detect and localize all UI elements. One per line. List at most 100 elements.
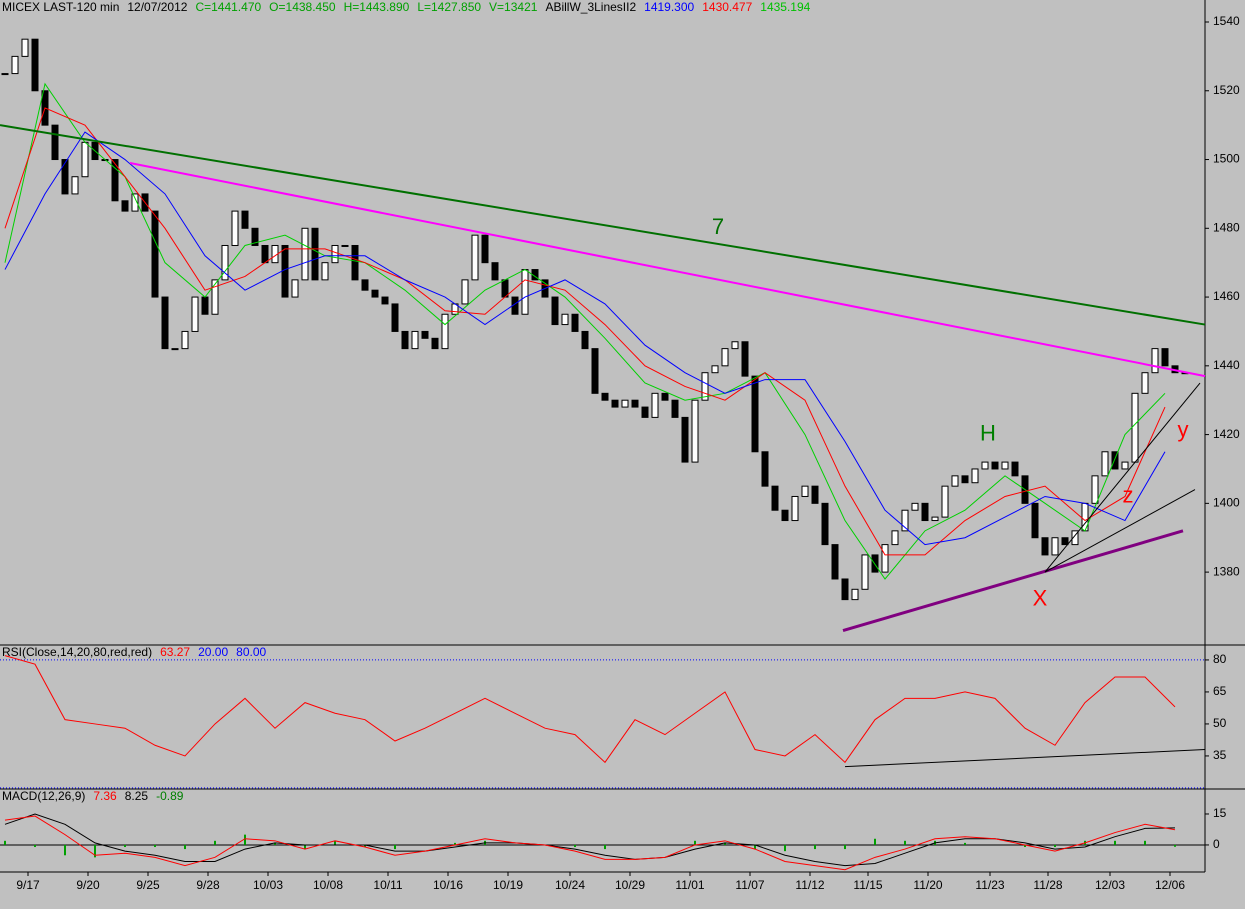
candle — [791, 495, 799, 522]
candle — [721, 348, 729, 367]
candle — [1071, 530, 1079, 546]
candle — [441, 313, 449, 350]
candle — [181, 330, 189, 350]
indicator-line — [4, 131, 1166, 546]
candle — [601, 392, 609, 401]
candle — [301, 227, 309, 281]
histogram-bar — [784, 844, 786, 852]
panel-header: MICEX LAST-120 min — [2, 0, 119, 14]
y-tick-label: 0 — [1213, 837, 1220, 851]
histogram-bar — [1144, 840, 1146, 845]
x-tick-label: 9/17 — [16, 878, 40, 892]
candle — [371, 289, 379, 298]
panel-header: 8.25 — [125, 789, 149, 803]
histogram-bar — [1174, 844, 1176, 847]
annotation: H — [980, 420, 996, 445]
trend-line — [1044, 382, 1201, 573]
x-tick-label: 11/01 — [675, 878, 704, 892]
y-tick-label: 1500 — [1213, 152, 1240, 166]
candle — [671, 399, 679, 418]
candle — [801, 485, 809, 497]
candle — [1011, 461, 1019, 477]
histogram-bar — [724, 842, 726, 845]
candle — [1, 73, 9, 76]
candle — [1121, 461, 1129, 470]
candle — [951, 475, 959, 487]
candle — [461, 279, 469, 305]
histogram-bar — [964, 842, 966, 845]
histogram-bar — [364, 844, 366, 848]
candle — [501, 279, 509, 298]
candle — [481, 234, 489, 264]
candle — [901, 509, 909, 532]
histogram-bar — [154, 844, 156, 848]
histogram-bar — [244, 834, 246, 845]
candle — [831, 544, 839, 580]
histogram-bar — [1024, 844, 1026, 848]
candle — [681, 416, 689, 463]
candle — [751, 375, 759, 453]
candle — [561, 313, 569, 326]
panel-header: -0.89 — [156, 789, 184, 803]
candle — [851, 588, 859, 601]
candle — [781, 509, 789, 522]
panel-header: 20.00 — [198, 645, 228, 659]
candle — [1051, 537, 1059, 556]
candle — [841, 578, 849, 601]
candle — [131, 193, 139, 212]
x-tick-label: 9/20 — [76, 878, 100, 892]
candle — [611, 399, 619, 408]
histogram-bar — [904, 840, 906, 845]
panel-header: 1435.194 — [760, 0, 810, 14]
candle — [771, 485, 779, 511]
candle — [111, 159, 119, 202]
panel-header: 80.00 — [236, 645, 266, 659]
panel-header: MACD(12,26,9) — [2, 789, 85, 803]
panel-header: 12/07/2012 — [127, 0, 187, 14]
candle — [351, 244, 359, 281]
candle — [1001, 461, 1009, 470]
candle — [631, 399, 639, 408]
y-tick-label: 65 — [1213, 684, 1227, 698]
x-tick-label: 9/28 — [196, 878, 220, 892]
candle — [51, 124, 59, 161]
indicator-line — [4, 815, 1176, 871]
candle — [691, 399, 699, 463]
x-tick-label: 11/07 — [735, 878, 764, 892]
candle — [1151, 348, 1159, 374]
x-tick-label: 12/03 — [1095, 878, 1125, 892]
candle — [1091, 475, 1099, 504]
y-tick-label: 1540 — [1213, 14, 1240, 28]
candle — [821, 502, 829, 546]
panel-header: ABillW_3LinesII2 — [545, 0, 636, 14]
histogram-bar — [184, 844, 186, 850]
panel-header: L=1427.850 — [417, 0, 481, 14]
candle — [621, 399, 629, 408]
histogram-bar — [874, 838, 876, 845]
candle — [1131, 392, 1139, 463]
candle — [971, 468, 979, 484]
candle — [151, 210, 159, 298]
candle — [991, 461, 999, 470]
panel-header: RSI(Close,14,20,80,red,red) — [2, 645, 152, 659]
histogram-bar — [454, 842, 456, 845]
candle — [911, 502, 919, 511]
candle — [291, 279, 299, 298]
candle — [891, 530, 899, 546]
candle — [1031, 502, 1039, 539]
annotation: 7 — [712, 214, 724, 239]
y-tick-label: 1400 — [1213, 496, 1240, 510]
trend-line — [844, 749, 1206, 768]
candle — [491, 262, 499, 281]
panel-header: 7.36 — [93, 789, 117, 803]
candle — [431, 337, 439, 350]
candle — [261, 244, 269, 264]
y-tick-label: 1420 — [1213, 427, 1240, 441]
candle — [401, 330, 409, 350]
candle — [521, 269, 529, 315]
histogram-bar — [274, 842, 276, 845]
candle — [761, 451, 769, 487]
